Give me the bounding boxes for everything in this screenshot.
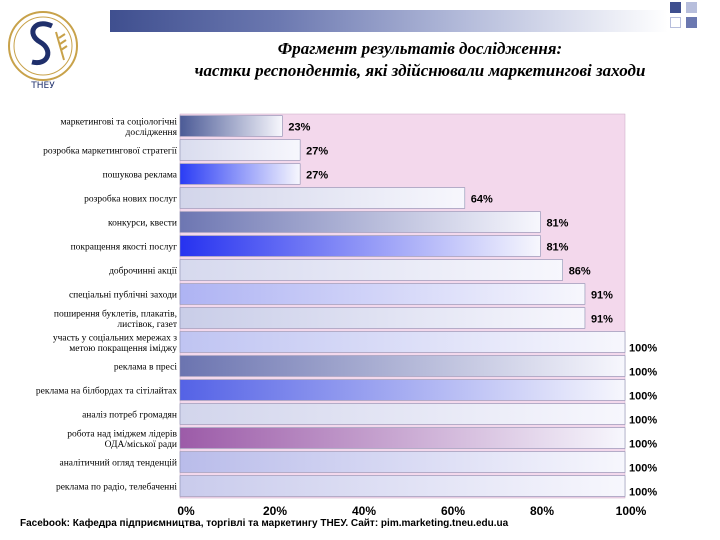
x-tick-label: 20%: [263, 504, 287, 518]
bar: [179, 163, 301, 185]
category-label: реклама на білбордах та сітілайтах: [36, 386, 177, 397]
category-label: реклама по радіо, телебаченні: [56, 482, 177, 493]
category-label: робота над іміджем лідерів ОДА/міської ра…: [67, 428, 177, 450]
decor-square-mid: [686, 17, 697, 28]
category-label-line: конкурси, квести: [108, 219, 177, 229]
bar-value-label: 64%: [471, 194, 493, 206]
category-label-line: спеціальні публічні заходи: [69, 290, 177, 301]
bar-value-label: 100%: [629, 438, 657, 450]
category-label: покращення якості послуг: [71, 243, 178, 253]
bar: [179, 331, 626, 353]
x-tick-label: 100%: [616, 504, 647, 518]
category-label: спеціальні публічні заходи: [69, 290, 177, 301]
decor-square-light: [686, 2, 697, 13]
bar: [179, 379, 626, 401]
category-label: аналіз потреб громадян: [82, 410, 177, 421]
category-label: аналітичний огляд тенденцій: [60, 458, 178, 469]
bar: [179, 307, 586, 329]
bar: [179, 187, 466, 209]
category-label-line: аналітичний огляд тенденцій: [60, 458, 178, 469]
logo-text: ТНЕУ: [30, 81, 55, 91]
category-label-line: покращення якості послуг: [71, 243, 178, 253]
bar: [179, 139, 301, 161]
bar-value-label: 100%: [629, 414, 657, 426]
bar: [179, 475, 626, 497]
category-label: поширення буклетів, плакатів, листівок, г…: [54, 308, 178, 330]
bar: [179, 451, 626, 473]
page-title: Фрагмент результатів дослідження: частки…: [140, 38, 700, 82]
header-gradient-band: [110, 10, 668, 32]
bar-value-label: 100%: [629, 462, 657, 474]
footer-credit: Facebook: Кафедра підприємництва, торгів…: [20, 518, 509, 529]
category-label: реклама в пресі: [114, 363, 177, 373]
category-label: конкурси, квести: [108, 219, 177, 229]
bar-value-label: 81%: [546, 218, 568, 230]
logo-emblem-s: [30, 21, 54, 66]
bar: [179, 115, 283, 137]
bar-value-label: 91%: [591, 290, 613, 302]
category-label-line: доброчинні акції: [109, 266, 177, 277]
title-line-1: Фрагмент результатів дослідження:: [277, 39, 563, 58]
bar-value-label: 100%: [629, 486, 657, 498]
category-label: доброчинні акції: [109, 266, 177, 277]
logo-wheat: [55, 31, 68, 61]
category-label-line: розробка маркетингової стратегії: [43, 146, 177, 157]
category-label: участь у соціальних мережах з метою покра…: [53, 333, 177, 354]
category-label: розробка нових послуг: [84, 194, 177, 205]
bar-value-label: 91%: [591, 314, 613, 326]
x-tick-label: 0%: [177, 504, 195, 518]
category-label-line: маркетингові та соціологічні: [61, 117, 178, 127]
category-label-line: участь у соціальних мережах з: [53, 333, 177, 343]
category-label-line: ОДА/міської ради: [105, 440, 177, 450]
decor-square-blue: [670, 2, 681, 13]
bar-value-label: 27%: [306, 146, 328, 158]
x-tick-label: 40%: [352, 504, 376, 518]
logo-outer-ring: [8, 11, 78, 81]
decor-square-white: [670, 17, 681, 28]
category-label-line: пошукова реклама: [103, 171, 178, 181]
bar-value-label: 81%: [546, 242, 568, 254]
x-tick-label: 80%: [530, 504, 554, 518]
category-label: розробка маркетингової стратегії: [43, 146, 177, 157]
bar-value-label: 23%: [288, 122, 310, 134]
category-label-line: реклама на білбордах та сітілайтах: [36, 386, 177, 397]
bar: [179, 427, 626, 449]
bar-value-label: 86%: [569, 266, 591, 278]
category-label-line: метою покращення іміджу: [69, 344, 177, 354]
category-label-line: реклама в пресі: [114, 363, 177, 373]
bar: [179, 403, 626, 425]
x-tick-label: 60%: [441, 504, 465, 518]
category-label-line: аналіз потреб громадян: [82, 410, 177, 421]
bar: [179, 283, 586, 305]
category-label-line: дослідження: [126, 128, 178, 138]
category-label-line: поширення буклетів, плакатів,: [54, 308, 177, 319]
bar: [179, 211, 541, 233]
category-label-line: листівок, газет: [117, 320, 177, 330]
bar: [179, 235, 541, 257]
university-logo: ТНЕУ: [8, 11, 78, 91]
bar-value-label: 27%: [306, 170, 328, 182]
logo-inner-ring: [13, 16, 73, 76]
bar-value-label: 100%: [629, 390, 657, 402]
bar: [179, 259, 564, 281]
category-label: маркетингові та соціологічні дослідження: [61, 117, 178, 138]
category-label-line: робота над іміджем лідерів: [67, 428, 177, 439]
bar-value-label: 100%: [629, 366, 657, 378]
bar-value-label: 100%: [629, 342, 657, 354]
category-label-line: реклама по радіо, телебаченні: [56, 482, 177, 493]
title-line-2: частки респондентів, які здійснювали мар…: [194, 61, 646, 80]
category-label: пошукова реклама: [103, 171, 178, 181]
bar: [179, 355, 626, 377]
category-label-line: розробка нових послуг: [84, 194, 177, 205]
